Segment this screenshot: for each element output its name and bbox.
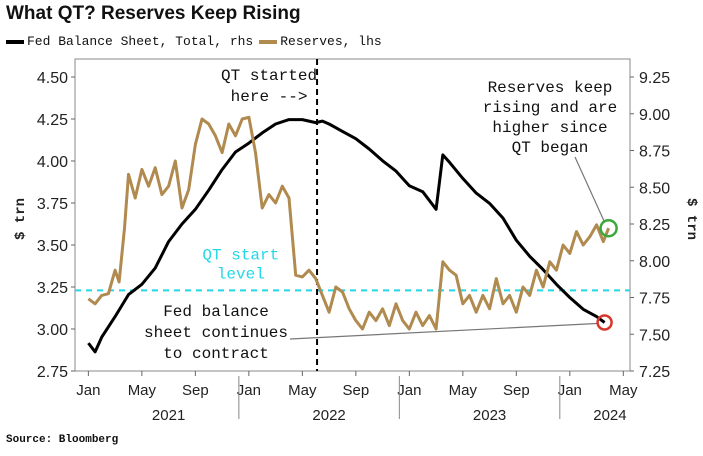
x-tick-label: Sep [503, 382, 530, 399]
year-label: 2021 [152, 407, 185, 424]
fed-balance-sheet-line [87, 118, 606, 354]
x-tick-label: May [288, 382, 317, 399]
right-axis-label: $ trn [683, 198, 699, 240]
left-tick-label: 3.75 [37, 196, 68, 213]
annotation-reserves: QT began [512, 139, 589, 157]
fed-highlight-marker [596, 314, 613, 331]
right-tick-label: 8.25 [639, 217, 670, 234]
annotation-reserves: Reserves keep [488, 79, 613, 97]
legend-swatch-fed [6, 39, 24, 44]
x-tick-label: May [449, 382, 478, 399]
year-label: 2023 [473, 407, 506, 424]
year-label: 2022 [312, 407, 345, 424]
chart-legend: Fed Balance Sheet, Total, rhs Reserves, … [6, 34, 388, 49]
source-note: Source: Bloomberg [6, 434, 119, 446]
x-tick-label: Jan [397, 382, 421, 399]
qt-start-label: QT started [221, 67, 317, 85]
qt-start-level-label: level [217, 265, 265, 283]
legend-item-fed: Fed Balance Sheet, Total, rhs [6, 34, 253, 49]
annotation-fed-pointer [289, 322, 597, 340]
annotation-reserves: rising and are [483, 99, 617, 117]
left-tick-label: 4.00 [37, 154, 68, 171]
right-tick-label: 7.50 [639, 327, 670, 344]
left-tick-label: 2.75 [37, 364, 68, 381]
qt-start-label: here --> [231, 88, 308, 106]
right-tick-label: 9.00 [639, 107, 670, 124]
year-label: 2024 [593, 407, 626, 424]
chart-title: What QT? Reserves Keep Rising [6, 3, 301, 24]
reserves-highlight-marker [599, 218, 618, 238]
legend-label-reserves: Reserves, lhs [280, 34, 382, 49]
right-tick-label: 8.00 [639, 254, 670, 271]
plot-frame [74, 58, 631, 372]
right-tick-label: 7.75 [639, 291, 670, 308]
right-tick-label: 8.75 [639, 144, 670, 161]
x-tick-label: Sep [342, 382, 369, 399]
x-tick-label: Jan [237, 382, 261, 399]
x-tick-label: May [128, 382, 157, 399]
x-tick-label: Jan [558, 382, 582, 399]
reserves-line [87, 115, 610, 331]
right-tick-label: 7.25 [639, 364, 670, 381]
annotation-reserves-pointer [574, 156, 606, 223]
annotation-fed: to contract [163, 345, 269, 363]
legend-swatch-reserves [259, 39, 278, 44]
annotation-fed: sheet continues [144, 324, 288, 342]
annotation-reserves: higher since [492, 119, 607, 137]
qt-start-level-label: QT start [202, 246, 279, 264]
legend-item-reserves: Reserves, lhs [259, 34, 382, 49]
annotation-fed: Fed balance [163, 303, 269, 321]
right-tick-label: 9.25 [639, 70, 670, 87]
x-tick-label: Sep [182, 382, 209, 399]
right-tick-label: 8.50 [639, 180, 670, 197]
left-tick-label: 4.50 [37, 70, 68, 87]
x-tick-label: May [609, 382, 638, 399]
left-tick-label: 4.25 [37, 112, 68, 129]
legend-label-fed: Fed Balance Sheet, Total, rhs [27, 34, 254, 49]
left-tick-label: 3.25 [37, 280, 68, 297]
x-tick-label: Jan [76, 382, 100, 399]
left-tick-label: 3.00 [37, 322, 68, 339]
left-axis-label: $ trn [13, 198, 29, 240]
left-tick-label: 3.50 [37, 238, 68, 255]
